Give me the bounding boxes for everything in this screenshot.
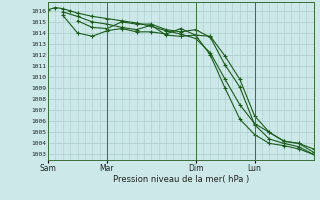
X-axis label: Pression niveau de la mer( hPa ): Pression niveau de la mer( hPa ) xyxy=(113,175,249,184)
